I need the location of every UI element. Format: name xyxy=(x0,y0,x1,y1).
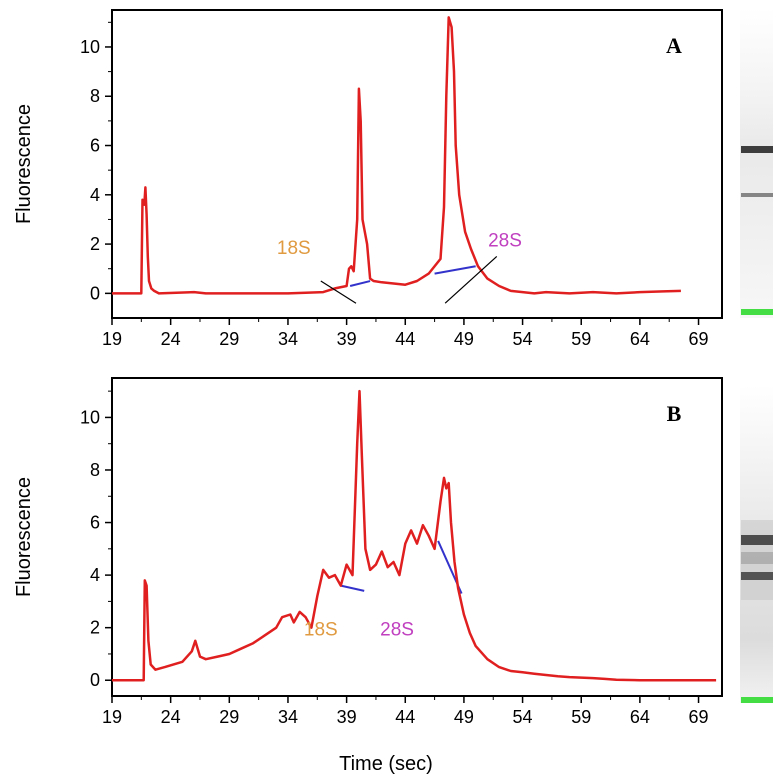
annotation-28s: 28S xyxy=(488,231,522,252)
gel-band-28s-b xyxy=(741,535,773,545)
y-tick-label: 4 xyxy=(90,185,100,205)
gel-marker-a xyxy=(741,309,773,315)
gel-band-28s-a xyxy=(741,146,773,153)
x-tick-label: 19 xyxy=(102,707,122,727)
y-tick-label: 8 xyxy=(90,86,100,106)
x-tick-label: 54 xyxy=(513,329,533,349)
fluorescence-trace xyxy=(112,16,681,295)
fluorescence-trace xyxy=(112,389,717,682)
x-tick-label: 54 xyxy=(513,707,533,727)
x-tick-label: 64 xyxy=(630,707,650,727)
x-tick-label: 39 xyxy=(337,707,357,727)
gel-lane-a xyxy=(740,8,773,318)
x-tick-label: 24 xyxy=(161,329,181,349)
gel-band-18s-b xyxy=(741,572,773,580)
chart-panel-b: 19 24 29 34 39 44 49 54 59 64 690246810Fluorescenc… xyxy=(13,377,723,727)
x-tick-label: 49 xyxy=(454,707,474,727)
x-tick-label: 69 xyxy=(689,707,709,727)
x-tick-label: 64 xyxy=(630,329,650,349)
y-tick-label: 0 xyxy=(90,283,100,303)
y-tick-label: 4 xyxy=(90,565,100,585)
x-tick-label: 49 xyxy=(454,329,474,349)
x-tick-label: 29 xyxy=(219,329,239,349)
x-tick-label: 34 xyxy=(278,329,298,349)
baseline-segment xyxy=(349,280,371,287)
x-tick-label: 19 xyxy=(102,329,122,349)
y-tick-label: 6 xyxy=(90,513,100,533)
y-tick-label: 10 xyxy=(80,407,100,427)
x-tick-label: 24 xyxy=(161,707,181,727)
y-tick-label: 8 xyxy=(90,460,100,480)
gel-lane-b xyxy=(740,385,773,703)
gel-band-18s-a xyxy=(741,193,773,197)
y-tick-label: 2 xyxy=(90,618,100,638)
x-tick-label: 34 xyxy=(278,707,298,727)
annotation-18s: 18S xyxy=(277,238,311,259)
x-tick-label: 44 xyxy=(395,329,415,349)
annotation-pointer xyxy=(444,255,498,304)
annotation-pointer xyxy=(320,280,357,304)
gel-marker-b xyxy=(741,697,773,703)
y-tick-label: 10 xyxy=(80,37,100,57)
x-tick-label: 39 xyxy=(337,329,357,349)
x-tick-label: 29 xyxy=(219,707,239,727)
chart-panel-a: 19 24 29 34 39 44 49 54 59 64 690246810Fluorescenc… xyxy=(13,9,723,349)
plot-frame xyxy=(111,9,723,319)
annotation-18s: 18S xyxy=(304,620,338,641)
x-tick-label: 59 xyxy=(571,707,591,727)
panel-letter: B xyxy=(667,401,682,426)
y-tick-label: 2 xyxy=(90,234,100,254)
panel-letter: A xyxy=(666,33,682,58)
y-tick-label: 0 xyxy=(90,670,100,690)
plot-frame xyxy=(111,377,723,697)
baseline-segment xyxy=(340,584,365,592)
x-axis-label: Time (sec) xyxy=(339,753,433,775)
x-tick-label: 44 xyxy=(395,707,415,727)
y-tick-label: 6 xyxy=(90,136,100,156)
y-axis-label: Fluorescence xyxy=(13,477,35,597)
annotation-28s: 28S xyxy=(380,620,414,641)
y-axis-label: Fluorescence xyxy=(13,104,35,224)
x-tick-label: 59 xyxy=(571,329,591,349)
baseline-segment xyxy=(434,265,476,275)
x-tick-label: 69 xyxy=(689,329,709,349)
